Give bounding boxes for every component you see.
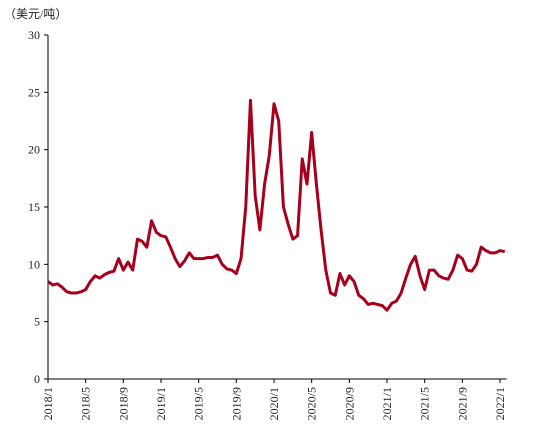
data-line [47, 98, 506, 312]
x-tick-label: 2018/1 [41, 387, 55, 420]
y-axis-label: （美元/吨） [4, 7, 67, 21]
y-tick-label: 20 [28, 143, 40, 157]
y-tick-label: 5 [34, 315, 40, 329]
x-tick-label: 2021/5 [418, 387, 432, 420]
x-tick-label: 2019/5 [192, 387, 206, 420]
x-tick-label: 2021/1 [380, 387, 394, 420]
x-tick-label: 2021/9 [455, 387, 469, 420]
x-tick-label: 2020/9 [342, 387, 356, 420]
y-tick-label: 10 [28, 257, 40, 271]
y-tick-label: 15 [28, 200, 40, 214]
x-tick-label: 2018/5 [79, 387, 93, 420]
x-tick-label: 2019/9 [229, 387, 243, 420]
y-tick-label: 30 [28, 28, 40, 42]
y-tick-label: 25 [28, 85, 40, 99]
x-tick-label: 2018/9 [116, 387, 130, 420]
y-tick-label: 0 [34, 372, 40, 386]
x-tick-label: 2020/1 [267, 387, 281, 420]
x-tick-label: 2020/5 [305, 387, 319, 420]
x-tick-label: 2022/1 [493, 387, 507, 420]
x-tick-label: 2019/1 [154, 387, 168, 420]
